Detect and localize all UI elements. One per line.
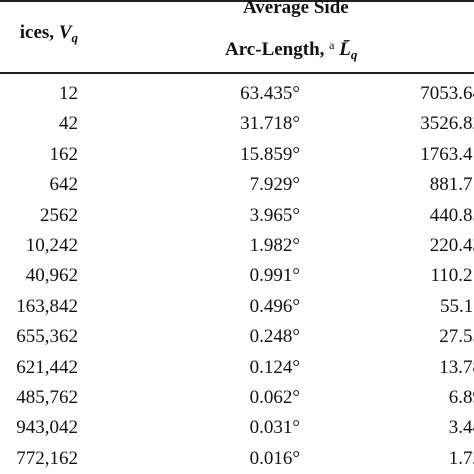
table-cell: 3.965° <box>249 204 300 226</box>
table-cell: 163,842 <box>16 295 78 317</box>
header-col1: ices, Vq <box>20 22 78 46</box>
table-cell: 0.496° <box>249 295 300 317</box>
table-cell: 27.55 <box>439 326 474 348</box>
table-cell: 12 <box>59 83 78 104</box>
table-cell: 485,762 <box>16 387 78 408</box>
header-text: ices, <box>19 22 59 43</box>
table-cell: 2562 <box>40 204 78 226</box>
table-cell: 13.78 <box>439 356 474 378</box>
table-cell: 1.982° <box>249 235 300 256</box>
table-cell: 110.21 <box>430 265 474 287</box>
table-cell: 15.859° <box>240 143 300 165</box>
table-cell: 10,242 <box>25 235 78 256</box>
table-cell: 6.89 <box>448 387 474 408</box>
header-text: Arc-Length, <box>225 39 330 60</box>
table-cell: 642 <box>49 174 79 196</box>
header-rule <box>0 72 474 74</box>
table-cell: 881.71 <box>429 174 474 196</box>
header-col2-line2: Arc-Length, a L̄q <box>225 38 357 63</box>
table-cell: 655,362 <box>16 326 78 348</box>
table-cell: 0.248° <box>249 326 300 348</box>
table-cell: 1763.41 <box>420 143 474 165</box>
table-cell: 7053.64 <box>420 83 474 104</box>
table-cell: 0.031° <box>249 417 300 439</box>
top-rule <box>0 0 474 2</box>
header-sub: q <box>350 47 358 62</box>
table-cell: 772,162 <box>16 447 78 469</box>
table-cell: 0.124° <box>249 356 300 378</box>
table-cell: 3526.82 <box>420 113 474 135</box>
header-col2-line1: Average Side <box>243 0 349 18</box>
table-cell: 943,042 <box>16 417 78 439</box>
header-sup: a <box>329 38 335 52</box>
header-var: V <box>58 22 72 43</box>
table-cell: 220.43 <box>429 235 474 256</box>
table-cell: 3.44 <box>448 417 474 439</box>
table-cell: 1.72 <box>448 447 474 469</box>
table-cell: 0.991° <box>249 265 300 287</box>
table-cell: 40,962 <box>25 265 78 287</box>
header-var: L̄ <box>339 39 351 60</box>
table-cell: 440.85 <box>429 204 474 226</box>
header-sub: q <box>71 30 79 45</box>
table-cell: 55.11 <box>439 295 474 317</box>
table-cell: 162 <box>49 143 79 165</box>
table-cell: 0.062° <box>249 387 300 408</box>
table-cell: 621,442 <box>16 356 78 378</box>
table-cell: 42 <box>59 113 78 135</box>
table-cell: 63.435° <box>240 83 300 104</box>
table-cell: 7.929° <box>249 174 300 196</box>
table-cell: 0.016° <box>249 447 300 469</box>
table-cell: 31.718° <box>240 113 300 135</box>
